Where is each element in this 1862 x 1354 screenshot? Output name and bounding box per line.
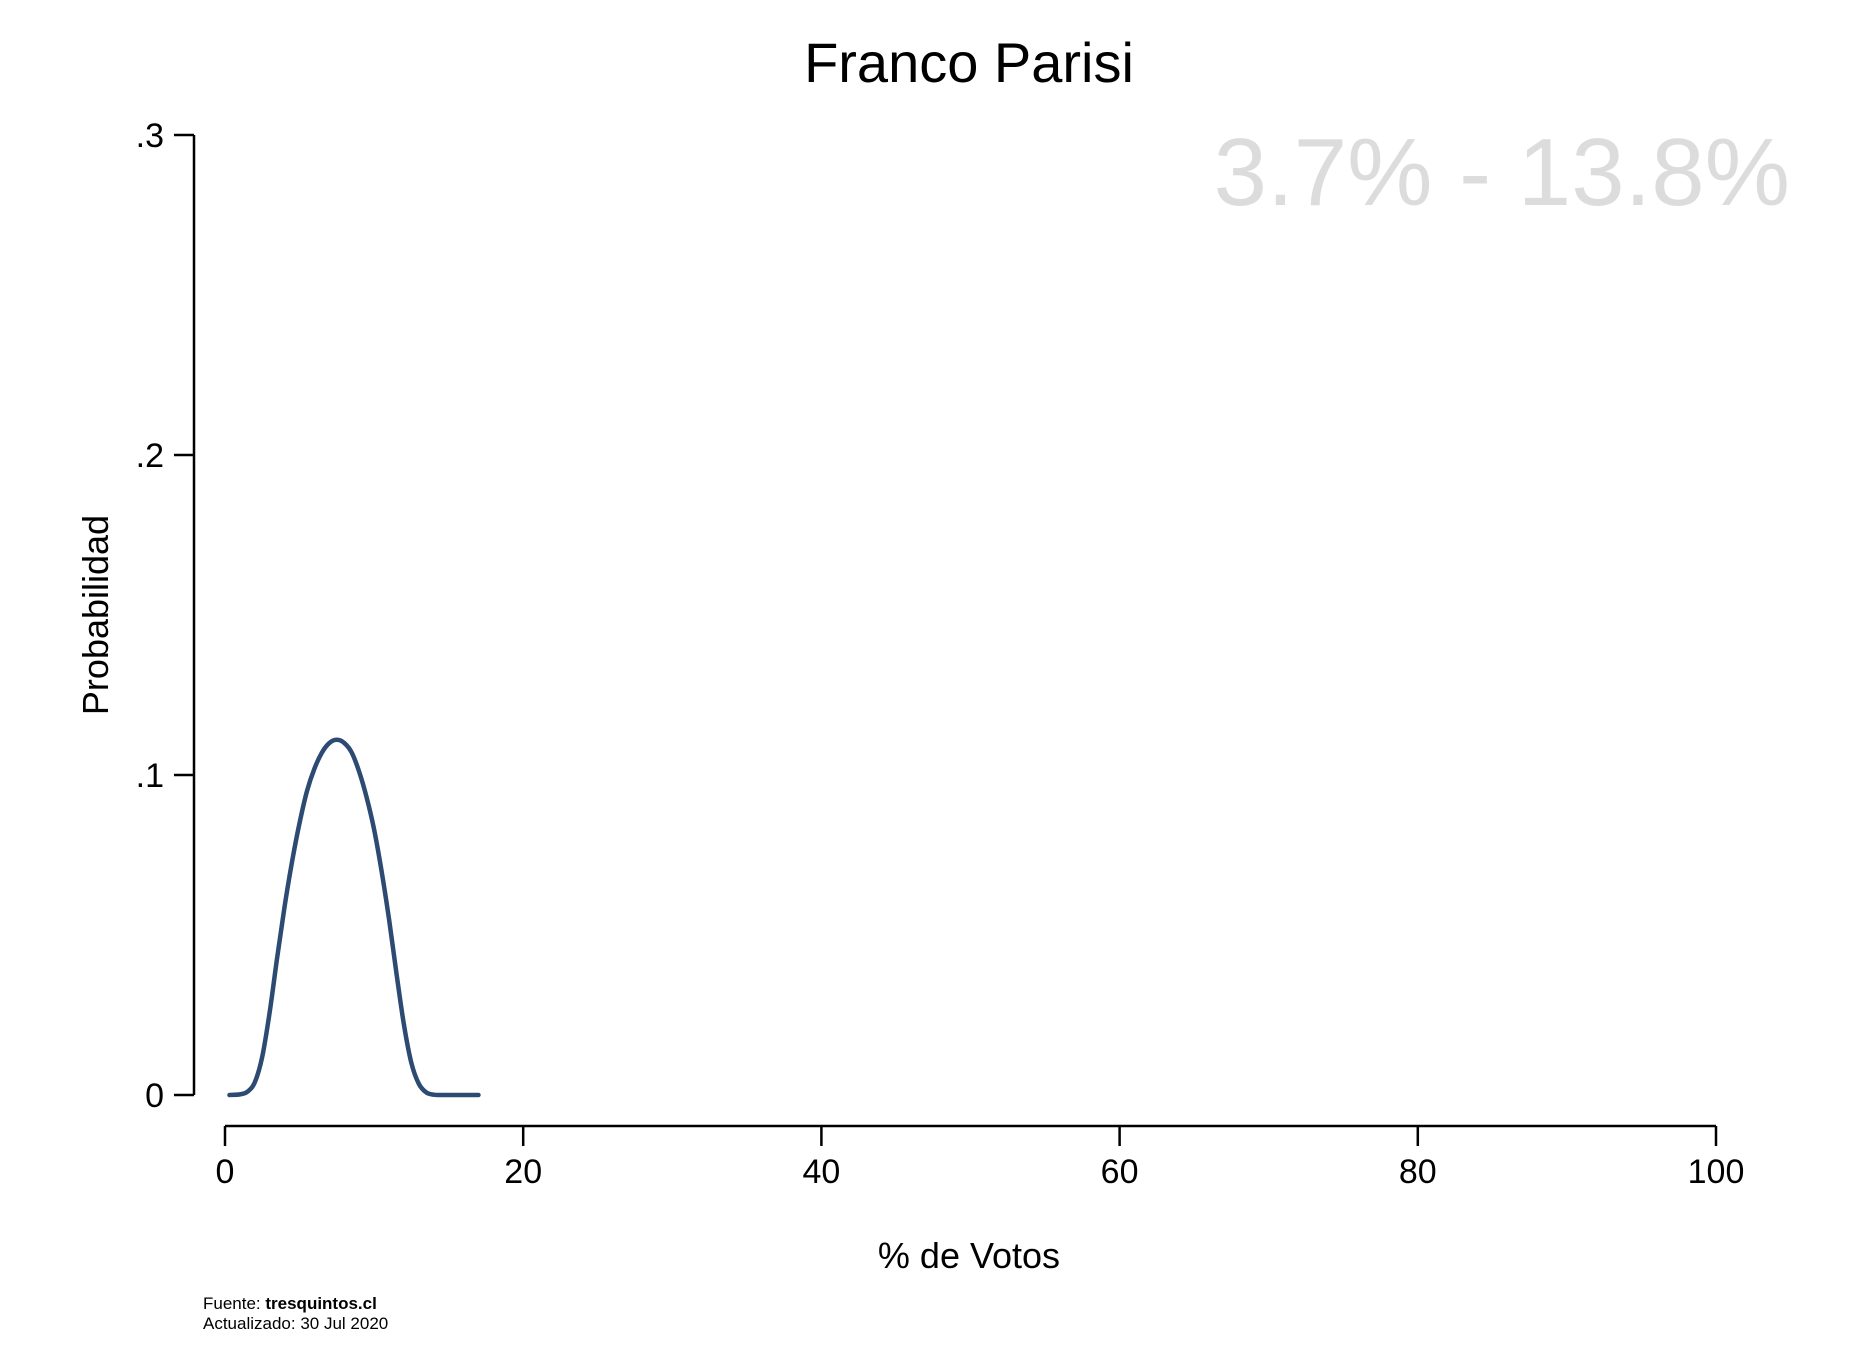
x-tick-label: 100 <box>1688 1153 1745 1191</box>
y-tick-label: 0 <box>145 1077 164 1115</box>
footer-source-name: tresquintos.cl <box>265 1294 376 1313</box>
x-tick-label: 80 <box>1399 1153 1437 1191</box>
interval-watermark: 3.7% - 13.8% <box>1214 119 1790 226</box>
x-axis: 0 20 40 60 80 100 <box>216 1124 1745 1191</box>
x-tick-label: 40 <box>802 1153 840 1191</box>
footer-updated: Actualizado: 30 Jul 2020 <box>203 1314 388 1333</box>
y-ticks: 0 .1 .2 .3 <box>136 117 194 1115</box>
y-tick-label: .2 <box>136 437 164 475</box>
y-axis: 0 .1 .2 .3 <box>136 117 196 1115</box>
chart-title: Franco Parisi <box>804 31 1134 94</box>
x-tick-label: 20 <box>504 1153 542 1191</box>
density-curve <box>227 737 481 1098</box>
x-ticks: 0 20 40 60 80 100 <box>216 1126 1745 1191</box>
x-tick-label: 60 <box>1101 1153 1139 1191</box>
plot-series <box>227 737 481 1098</box>
footer-source: Fuente: tresquintos.cl <box>203 1294 377 1313</box>
y-tick-label: .3 <box>136 117 164 155</box>
x-tick-label: 0 <box>216 1153 235 1191</box>
y-axis-title: Probabilidad <box>75 515 116 715</box>
y-tick-label: .1 <box>136 757 164 795</box>
footer-source-prefix: Fuente: <box>203 1294 265 1313</box>
x-axis-title: % de Votos <box>878 1235 1060 1276</box>
